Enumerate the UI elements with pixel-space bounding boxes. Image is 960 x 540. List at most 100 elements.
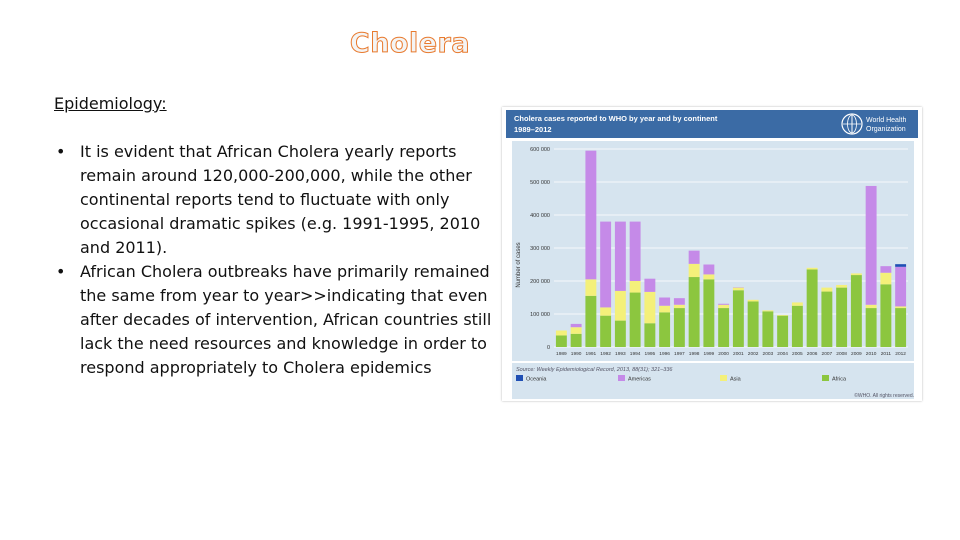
bar-asia-2007 [821, 287, 833, 292]
bar-africa-2006 [806, 269, 818, 347]
bar-africa-2008 [836, 287, 848, 347]
chart-svg: Cholera cases reported to WHO by year an… [502, 107, 922, 401]
bar-americas-2012 [895, 266, 907, 307]
bar-americas-1990 [570, 323, 582, 328]
bar-asia-1998 [688, 263, 700, 278]
x-tick-label: 1997 [674, 351, 685, 357]
x-tick-label: 2002 [748, 351, 759, 357]
x-tick-label: 2005 [792, 351, 803, 357]
y-tick-label: 0 [547, 345, 550, 351]
legend-label-asia: Asia [730, 377, 742, 383]
legend-label-americas: Americas [628, 377, 651, 383]
bar-asia-2001 [732, 287, 744, 291]
x-tick-label: 2009 [851, 351, 862, 357]
bar-americas-1991 [585, 150, 597, 280]
x-tick-label: 2004 [777, 351, 788, 357]
x-tick-label: 1990 [571, 351, 582, 357]
x-tick-label: 1995 [645, 351, 656, 357]
legend-swatch-americas [618, 375, 625, 381]
bar-africa-1995 [644, 323, 656, 347]
bar-asia-2012 [895, 306, 907, 309]
bullet-list: It is evident that African Cholera yearl… [54, 140, 494, 380]
legend-swatch-oceania [516, 375, 523, 381]
who-logo-icon [841, 113, 863, 135]
bar-africa-1993 [614, 320, 626, 347]
x-tick-label: 1989 [556, 351, 567, 357]
y-tick-label: 500 000 [530, 180, 550, 186]
slide-title: Cholera [349, 28, 471, 60]
y-tick-label: 200 000 [530, 279, 550, 285]
bar-americas-2010 [865, 185, 877, 305]
x-tick-label: 2011 [881, 351, 892, 357]
bar-oceania-2012 [895, 264, 907, 267]
bar-africa-2001 [732, 290, 744, 347]
bar-americas-2011 [880, 266, 892, 273]
bar-asia-2002 [747, 299, 759, 302]
gridlines [554, 148, 908, 348]
bar-asia-2005 [791, 302, 803, 306]
y-tick-label: 600 000 [530, 147, 550, 153]
legend-label-africa: Africa [832, 377, 847, 383]
source-note: Source: Weekly Epidemiological Record, 2… [516, 367, 673, 373]
bullet-item: African Cholera outbreaks have primarily… [54, 260, 494, 380]
x-tick-label: 1992 [600, 351, 611, 357]
bar-africa-1998 [688, 277, 700, 347]
bar-africa-2002 [747, 301, 759, 347]
bar-americas-1996 [659, 297, 671, 306]
x-tick-label: 2007 [822, 351, 833, 357]
legend-swatch-asia [720, 375, 727, 381]
copyright-note: ©WHO. All rights reserved. [854, 392, 914, 399]
bar-asia-2011 [880, 272, 892, 285]
logo-text-line2: Organization [866, 126, 906, 133]
bar-asia-1990 [570, 327, 582, 334]
bar-africa-1989 [555, 335, 567, 347]
chart-subtitle: 1989–2012 [514, 125, 552, 134]
x-tick-label: 2001 [733, 351, 744, 357]
bar-africa-2007 [821, 291, 833, 347]
bar-africa-1994 [629, 292, 641, 347]
bar-asia-1996 [659, 305, 671, 313]
x-tick-label: 2003 [763, 351, 774, 357]
bar-asia-2009 [850, 273, 862, 276]
x-tick-label: 1998 [689, 351, 700, 357]
legend: Oceania Americas Asia Africa [516, 375, 847, 383]
bar-americas-1997 [673, 298, 685, 305]
x-tick-label: 1993 [615, 351, 626, 357]
bar-africa-1997 [673, 308, 685, 347]
y-tick-label: 400 000 [530, 213, 550, 219]
x-tick-label: 2010 [866, 351, 877, 357]
bar-africa-1996 [659, 312, 671, 347]
bar-asia-2006 [806, 267, 818, 270]
bar-americas-1993 [614, 221, 626, 291]
x-tick-label: 2012 [895, 351, 906, 357]
bar-asia-1992 [600, 307, 612, 316]
y-axis-label: Number of cases [516, 242, 522, 287]
bar-asia-1994 [629, 281, 641, 293]
bar-africa-2005 [791, 305, 803, 347]
bar-americas-1998 [688, 250, 700, 264]
bar-africa-2011 [880, 284, 892, 347]
bar-americas-1994 [629, 221, 641, 281]
bar-africa-1999 [703, 279, 715, 347]
x-tick-label: 1991 [586, 351, 597, 357]
bar-africa-2003 [762, 311, 774, 347]
bar-africa-2012 [895, 308, 907, 347]
x-tick-label: 2000 [718, 351, 729, 357]
bar-asia-1995 [644, 291, 656, 324]
bar-americas-1995 [644, 278, 656, 292]
bar-asia-1989 [555, 330, 567, 336]
bar-americas-1999 [703, 264, 715, 275]
bar-asia-1999 [703, 274, 715, 280]
bar-asia-2008 [836, 284, 848, 288]
who-cholera-chart: Cholera cases reported to WHO by year an… [502, 107, 922, 401]
x-tick-label: 2006 [807, 351, 818, 357]
bar-africa-1992 [600, 315, 612, 347]
x-tick-label: 1999 [704, 351, 715, 357]
legend-label-oceania: Oceania [526, 377, 547, 383]
bars [555, 150, 907, 347]
bar-africa-1990 [570, 333, 582, 347]
bar-asia-1993 [614, 290, 626, 321]
logo-text-line1: World Health [866, 117, 906, 124]
bar-africa-2000 [718, 308, 730, 347]
bar-africa-2009 [850, 275, 862, 347]
